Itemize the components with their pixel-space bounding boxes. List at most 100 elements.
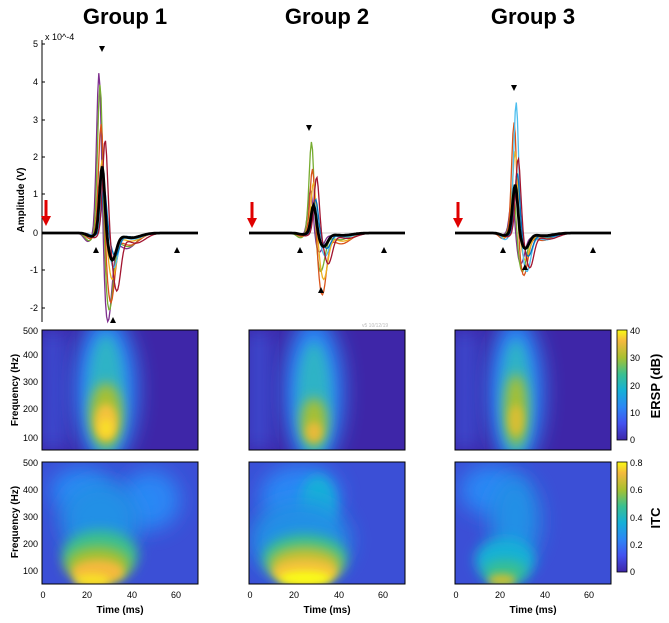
ersp-ytick-300: 300 [23,377,38,387]
erp-y-label: Amplitude (V) [16,168,27,233]
erp-trace-g1-6 [42,186,198,257]
itc-y-ticks: 500 400 300 200 100 [23,458,38,576]
group-title-2: Group 2 [285,4,369,29]
erp-ytick-4: 4 [33,77,38,87]
xtick-1-60: 60 [171,590,181,600]
erp-mean-trace-g2 [249,201,405,248]
erp-trace-g1-4 [42,159,198,281]
itc-cb-02: 0.2 [630,540,643,550]
itc-heatmap-1 [42,462,198,584]
x-label-3: Time (ms) [509,605,556,616]
group-title-1: Group 1 [83,4,167,29]
marker-g3-peak [511,85,517,91]
ersp-cb-30: 30 [630,353,640,363]
xtick-2-0: 0 [247,590,252,600]
itc-ytick-300: 300 [23,512,38,522]
group-title-3: Group 3 [491,4,575,29]
ersp-heatmap-2 [249,330,405,450]
xtick-3-40: 40 [540,590,550,600]
marker-g3-onset [500,247,506,253]
erp-traces-group-2 [249,141,405,297]
ersp-cb-20: 20 [630,381,640,391]
x-label-1: Time (ms) [96,605,143,616]
itc-cb-08: 0.8 [630,458,643,468]
marker-g3-end [590,247,596,253]
xtick-1-0: 0 [40,590,45,600]
watermark: v5 10/12/19 [362,323,388,329]
ersp-y-label: Frequency (Hz) [10,354,21,426]
marker-g1-peak [99,46,105,52]
erp-trace-g3-3 [455,122,611,277]
peak-markers [93,46,596,323]
xtick-3-60: 60 [584,590,594,600]
ersp-heatmap-1 [42,330,198,450]
x-label-2: Time (ms) [303,605,350,616]
erp-ytick-2: 2 [33,152,38,162]
marker-g1-trough [110,317,116,323]
xtick-2-60: 60 [378,590,388,600]
erp-trace-g2-4 [249,182,405,281]
ersp-cb-10: 10 [630,408,640,418]
ersp-ytick-100: 100 [23,433,38,443]
erp-ytick-0: 0 [33,228,38,238]
ersp-cb-0: 0 [630,435,635,445]
xtick-3-0: 0 [453,590,458,600]
itc-cb-0: 0 [630,567,635,577]
erp-ytick-5: 5 [33,39,38,49]
erp-ytick-3: 3 [33,115,38,125]
erp-trace-g1-7 [42,140,198,293]
erp-exponent-label: x 10^-4 [45,32,74,42]
xtick-2-20: 20 [289,590,299,600]
erp-ytick-1: 1 [33,189,38,199]
erp-trace-g3-6 [455,173,611,257]
heatmap-axes [41,329,612,585]
xtick-3-20: 20 [495,590,505,600]
erp-mean-trace-g3 [455,184,611,251]
stimulus-arrow-1 [41,200,51,226]
ersp-cb-40: 40 [630,326,640,336]
itc-colorbar [616,461,628,573]
xtick-1-40: 40 [127,590,137,600]
itc-ytick-100: 100 [23,566,38,576]
erp-trace-g1-5 [42,177,198,269]
ersp-heatmap-3 [455,330,611,450]
xtick-2-40: 40 [334,590,344,600]
marker-g2-trough [318,287,324,293]
ersp-colorbar-ticks: 0 10 20 30 40 [630,326,640,445]
erp-trace-g1-1 [42,73,198,324]
erp-ytick-m1: -1 [30,265,38,275]
erp-y-ticks: 5 4 3 2 1 0 -1 -2 [30,39,38,313]
itc-ytick-500: 500 [23,458,38,468]
erp-trace-g3-4 [455,151,611,261]
x-ticks-3: 0 20 40 60 [453,590,594,600]
erp-trace-g3-7 [455,156,611,269]
ersp-colorbar [616,329,628,441]
stimulus-arrow-3 [453,202,463,228]
itc-colorbar-ticks: 0 0.2 0.4 0.6 0.8 [630,458,643,577]
stimulus-arrow-2 [247,202,257,228]
erp-ytick-m2: -2 [30,303,38,313]
marker-g1-onset [93,247,99,253]
itc-ytick-200: 200 [23,539,38,549]
ersp-y-ticks: 500 400 300 200 100 [23,326,38,443]
x-ticks-1: 0 20 40 60 [40,590,181,600]
erp-trace-g3-1 [455,196,611,265]
xtick-1-20: 20 [82,590,92,600]
marker-g2-peak [306,125,312,131]
itc-cb-06: 0.6 [630,485,643,495]
itc-cb-04: 0.4 [630,513,643,523]
marker-g1-end [174,247,180,253]
erp-trace-g2-7 [249,175,405,265]
erp-traces-group-1 [42,73,198,324]
marker-g2-end [381,247,387,253]
itc-colorbar-label: ITC [648,507,663,529]
x-ticks-2: 0 20 40 60 [247,590,388,600]
ersp-ytick-200: 200 [23,404,38,414]
erp-mean-trace-g1 [42,166,198,262]
marker-g2-onset [297,247,303,253]
marker-g3-trough [522,264,528,270]
ersp-ytick-400: 400 [23,350,38,360]
itc-heatmap-2 [249,462,405,584]
erp-traces-group-3 [455,102,611,277]
